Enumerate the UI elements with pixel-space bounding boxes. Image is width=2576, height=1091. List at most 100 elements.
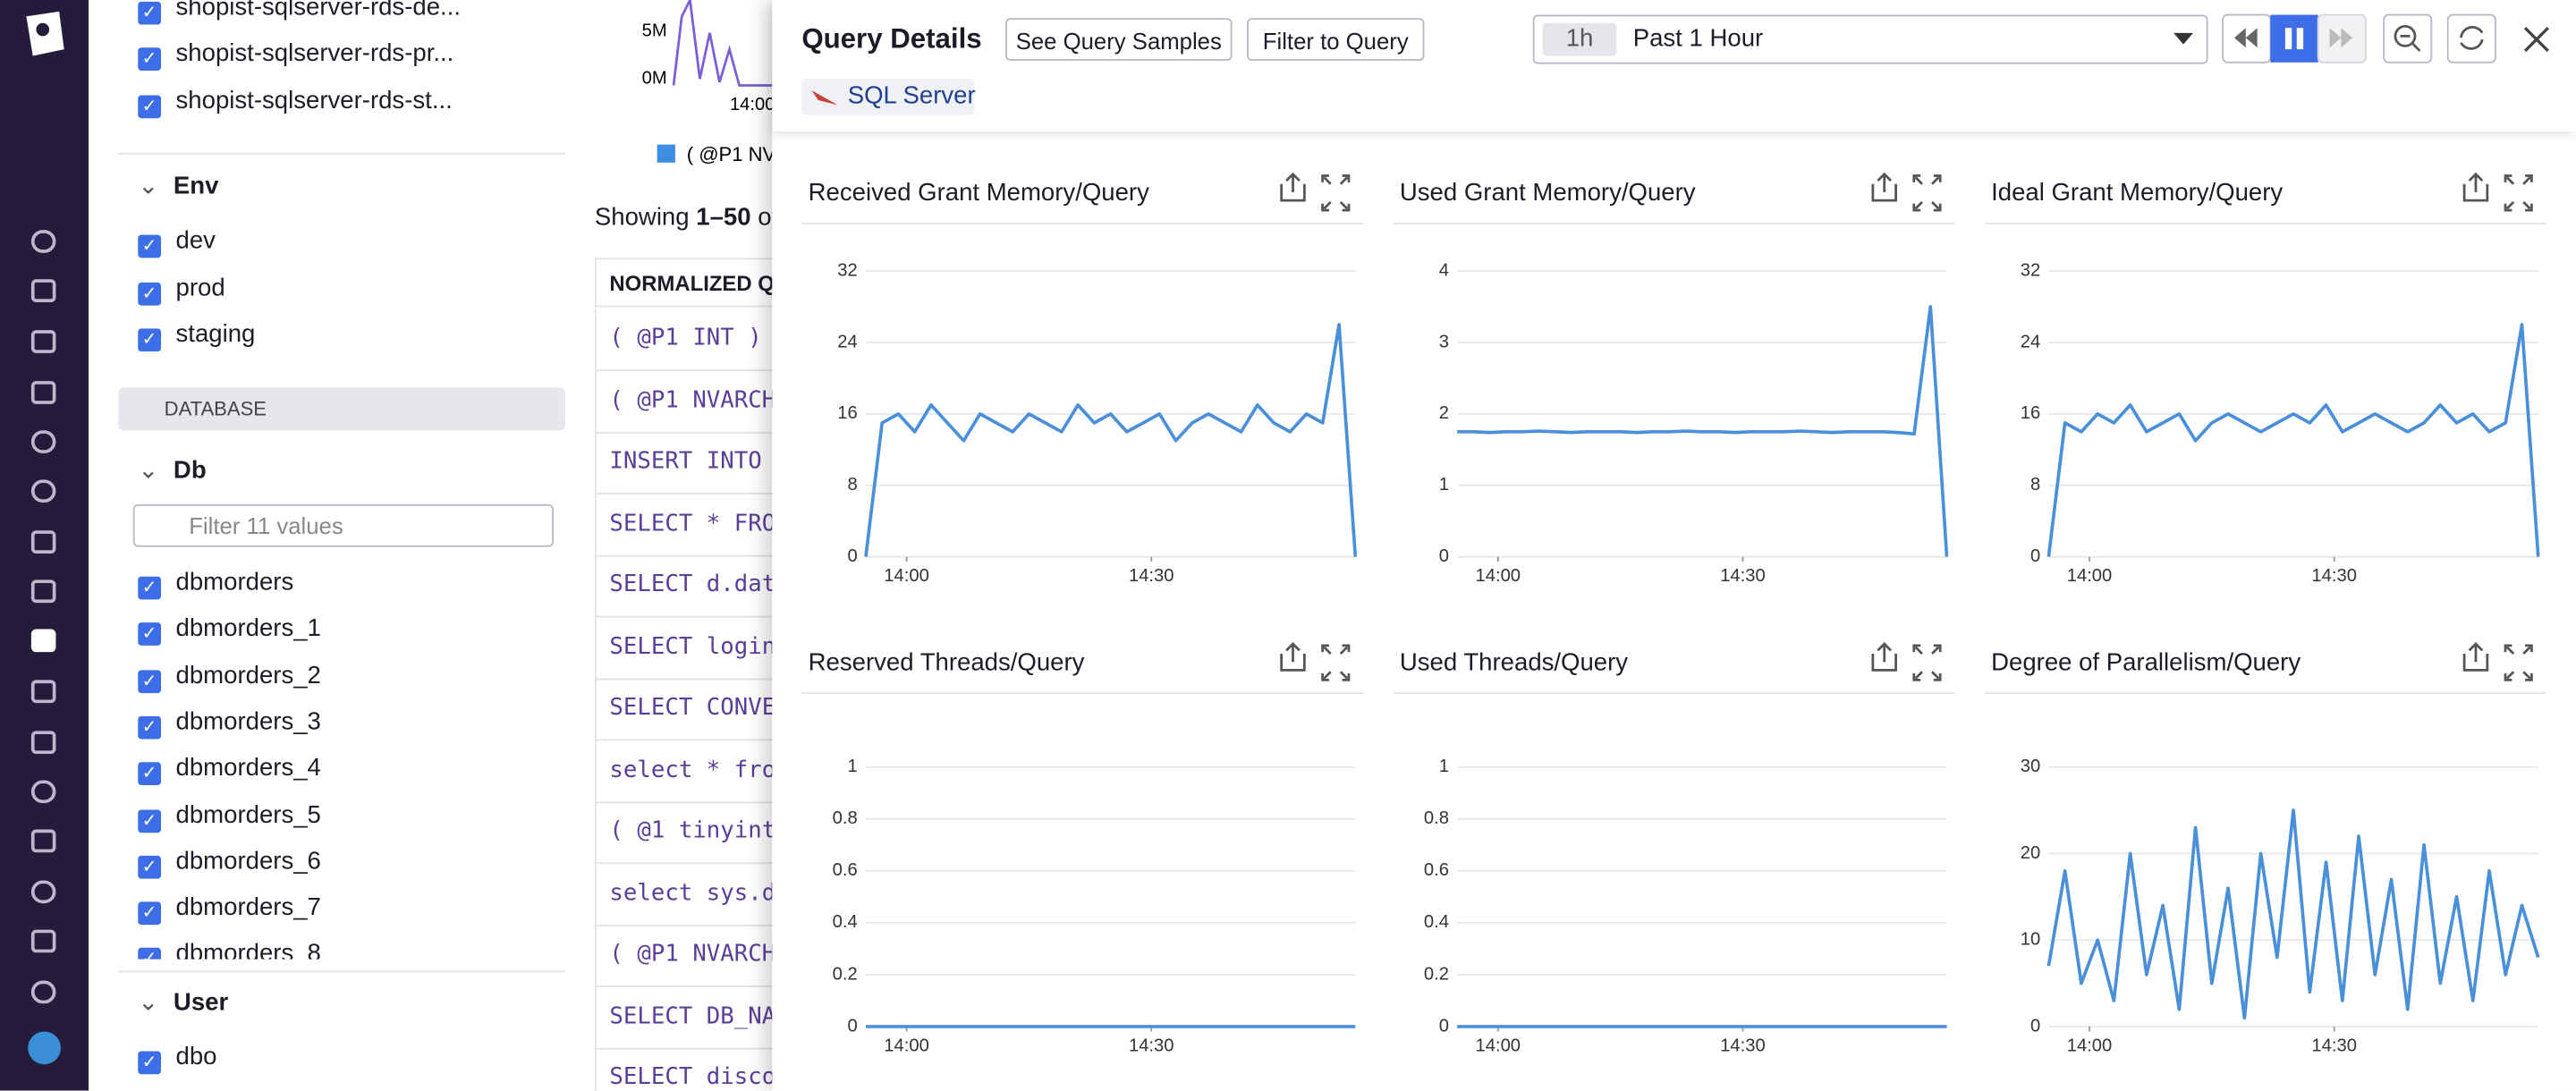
checkbox[interactable]: ✓ <box>138 948 161 960</box>
nav-icon[interactable] <box>30 780 56 804</box>
nav-icon[interactable] <box>30 530 56 554</box>
expand-icon[interactable] <box>1321 174 1351 212</box>
facet-item[interactable]: ✓ prod <box>138 274 225 305</box>
section-header[interactable]: DATABASE <box>118 387 565 431</box>
tag[interactable]: SQL Server <box>801 79 976 115</box>
checkbox[interactable]: ✓ <box>138 234 161 258</box>
chart: Used Threads/Query 0 0.2 0.4 0.6 0.8 1 14:00 14:… <box>1393 642 1955 1055</box>
checkbox[interactable]: ✓ <box>138 281 161 305</box>
facet-item[interactable]: ✓ shopist-sqlserver-rds-pr... <box>138 40 453 72</box>
x-tick-label: 14:00 <box>2067 1036 2113 1055</box>
chart-title: Reserved Threads/Query <box>809 647 1085 675</box>
nav-icon[interactable] <box>30 230 56 253</box>
export-icon[interactable] <box>1871 172 1897 202</box>
nav-icon[interactable] <box>30 731 56 755</box>
query-row[interactable]: SELECT * FRO <box>594 493 875 556</box>
facet-item[interactable]: ✓ shopist-sqlserver-rds-st... <box>138 87 453 118</box>
query-row[interactable]: SELECT DB_NA <box>594 985 875 1049</box>
facet-item[interactable]: ✓ staging <box>138 320 255 352</box>
nav-icon[interactable] <box>30 880 56 904</box>
query-row[interactable]: SELECT login <box>594 616 875 680</box>
time-range: Past 1 Hour <box>1632 24 1764 53</box>
query-row[interactable]: ( @P1 NVARCH <box>594 370 875 433</box>
avatar[interactable] <box>28 1031 61 1065</box>
facet-item[interactable]: ✓ dbmorders_1 <box>138 614 321 647</box>
nav-icon[interactable] <box>30 680 56 704</box>
y-tick-label: 4 <box>1439 260 1449 280</box>
y-tick-label: 24 <box>2021 332 2040 351</box>
facet-item[interactable]: ✓ dbmorders_8 <box>138 940 321 960</box>
legend-label: ( @P1 NV... <box>687 143 773 165</box>
facet-item[interactable]: ✓ dbmorders_2 <box>138 661 321 693</box>
chevron: ⌄ <box>138 456 159 485</box>
nav-icon[interactable] <box>30 330 56 353</box>
query-row[interactable]: ( @1 tinyint <box>594 801 875 865</box>
facet-item[interactable]: ✓ dbmorders_3 <box>138 707 321 740</box>
checkbox[interactable]: ✓ <box>138 94 161 118</box>
facet-item[interactable]: ✓ dbmorders <box>138 569 293 600</box>
facet-item[interactable]: ✓ dev <box>138 226 216 258</box>
logo <box>26 11 64 56</box>
nav-icon[interactable] <box>30 430 56 453</box>
y-tick-label: 16 <box>2021 403 2040 423</box>
facet-item[interactable]: ✓ dbmorders_6 <box>138 847 321 879</box>
expand-icon[interactable] <box>1321 644 1351 681</box>
chart: Reserved Threads/Query 0 0.2 0.4 0.6 0.8 1 14:0… <box>801 642 1364 1055</box>
column-header[interactable]: NORMALIZED Q <box>594 258 871 308</box>
checkbox[interactable]: ✓ <box>138 669 161 693</box>
checkbox[interactable]: ✓ <box>138 1 161 25</box>
button[interactable]: Filter to Query <box>1247 18 1425 61</box>
checkbox[interactable]: ✓ <box>138 762 161 786</box>
query-row[interactable]: ( @P1 NVARCH <box>594 925 875 987</box>
nav-icon[interactable] <box>30 381 56 404</box>
checkbox[interactable]: ✓ <box>138 1051 161 1075</box>
query-row[interactable]: select * fro <box>594 740 875 803</box>
facet-group[interactable]: ⌄ User <box>138 987 228 1017</box>
checkbox[interactable]: ✓ <box>138 715 161 740</box>
checkbox[interactable]: ✓ <box>138 576 161 600</box>
query-row[interactable]: select sys.d <box>594 863 875 926</box>
y-tick-label: 1 <box>1439 475 1449 495</box>
group-title: Env <box>173 172 219 201</box>
expand-icon[interactable] <box>2504 644 2533 681</box>
export-icon[interactable] <box>1871 642 1897 672</box>
checkbox[interactable]: ✓ <box>138 328 161 352</box>
filter-input[interactable]: Filter 11 values <box>132 503 554 547</box>
y-tick-label: 0 <box>1439 546 1449 566</box>
export-icon[interactable] <box>1280 642 1306 672</box>
nav-icon[interactable] <box>30 929 56 953</box>
checkbox[interactable]: ✓ <box>138 47 161 72</box>
facet-label: dbmorders_1 <box>175 614 321 643</box>
y-tick-label: 32 <box>837 260 857 280</box>
nav-icon-active[interactable] <box>30 629 56 653</box>
facet-item[interactable]: ✓ shopist-sqlserver-rds-de... <box>138 0 461 25</box>
export-icon[interactable] <box>2462 642 2489 672</box>
expand-icon[interactable] <box>1912 174 1942 212</box>
checkbox[interactable]: ✓ <box>138 622 161 647</box>
facet-group[interactable]: ⌄ Db <box>138 455 206 485</box>
facet-item[interactable]: ✓ dbmorders_4 <box>138 754 321 786</box>
nav-icon[interactable] <box>30 579 56 604</box>
button[interactable]: See Query Samples <box>1005 18 1233 61</box>
facet-group[interactable]: ⌄ Env <box>138 171 218 200</box>
facet-item[interactable]: ✓ dbmorders_7 <box>138 893 321 926</box>
nav-icon[interactable] <box>30 829 56 853</box>
facet-item[interactable]: ✓ dbo <box>138 1043 217 1075</box>
facet-item[interactable]: ✓ dbmorders_5 <box>138 800 321 833</box>
expand-icon[interactable] <box>1912 644 1942 681</box>
export-icon[interactable] <box>1280 172 1306 202</box>
checkbox[interactable]: ✓ <box>138 901 161 926</box>
query-row[interactable]: SELECT disco <box>594 1047 875 1091</box>
export-icon[interactable] <box>2462 172 2489 202</box>
expand-icon[interactable] <box>2504 174 2533 212</box>
nav-icon[interactable] <box>30 980 56 1004</box>
checkbox[interactable]: ✓ <box>138 808 161 833</box>
time-picker[interactable]: 1h Past 1 Hour <box>1532 14 2208 64</box>
nav-icon[interactable] <box>30 279 56 302</box>
nav-icon[interactable] <box>30 479 56 503</box>
checkbox[interactable]: ✓ <box>138 855 161 879</box>
chart-card: Ideal Grant Memory/Query 0 8 16 24 32 14:00 14:… <box>1984 165 2546 608</box>
mini-chart: 5M 0M 14:00 ( @P1 NV... <box>642 0 773 165</box>
